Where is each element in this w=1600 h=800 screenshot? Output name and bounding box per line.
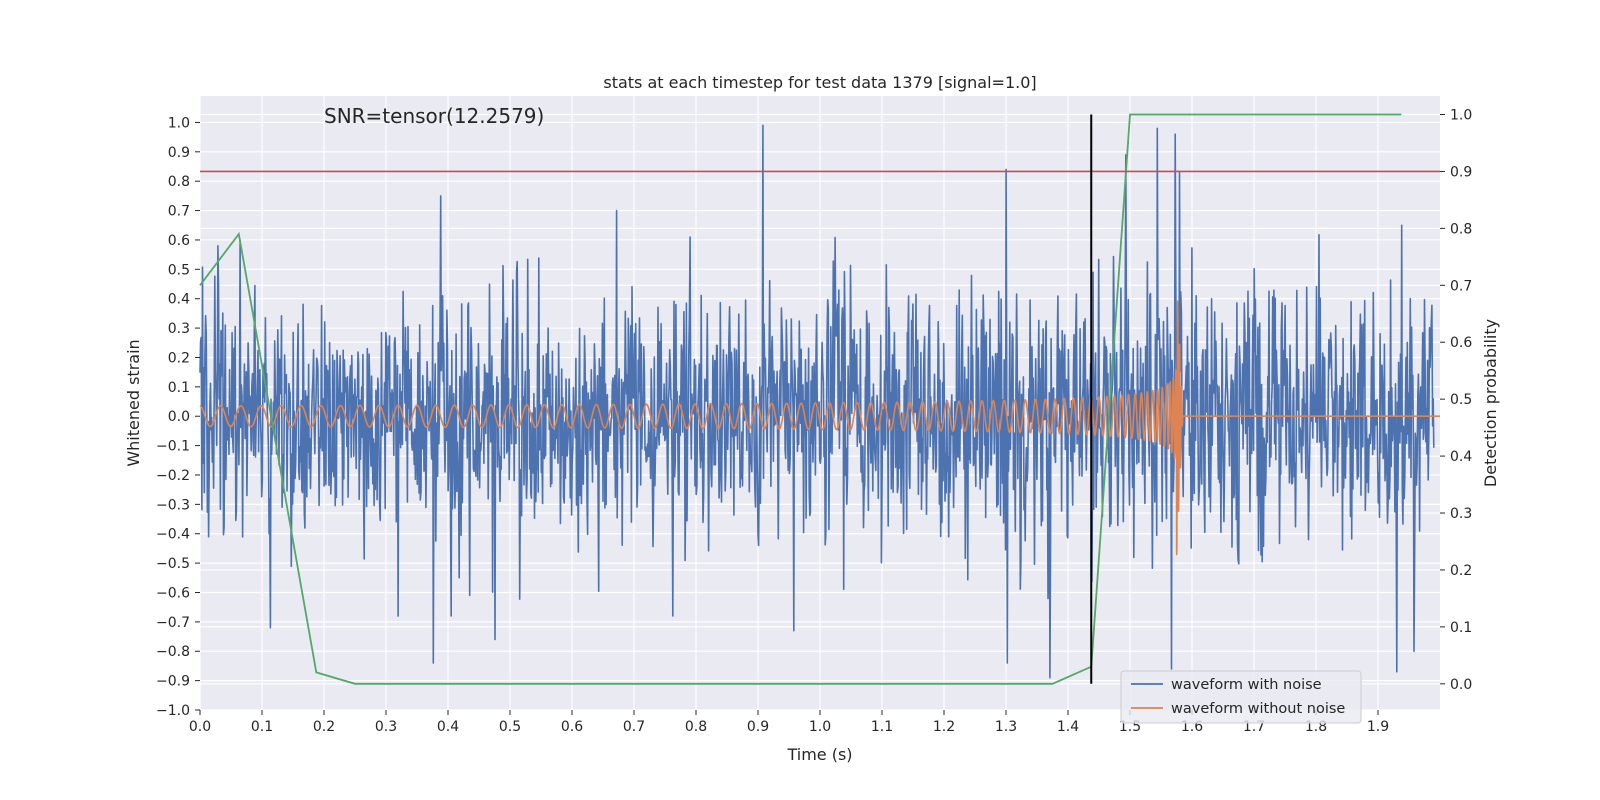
clean-waveform-line — [199, 300, 1441, 556]
x-tick-label: 0.7 — [623, 719, 645, 735]
y2-tick-label: 0.4 — [1450, 449, 1472, 465]
y-tick-label: 0.6 — [168, 233, 190, 249]
y2-tick-label: 0.0 — [1450, 677, 1472, 693]
x-tick-label: 0.2 — [313, 719, 335, 735]
x-tick-label: 0.4 — [437, 719, 459, 735]
y2-tick-label: 0.8 — [1450, 221, 1472, 237]
y-tick-label: −0.4 — [156, 527, 190, 543]
x-tick-label: 0.8 — [685, 719, 707, 735]
y-tick-label: 0.7 — [168, 204, 190, 220]
x-tick-label: 1.4 — [1057, 719, 1079, 735]
y-tick-label: −0.6 — [156, 585, 190, 601]
x-tick-label: 0.1 — [251, 719, 273, 735]
y-tick-label: −1.0 — [156, 703, 190, 719]
grid-lines — [199, 96, 1440, 711]
y-tick-label: −0.9 — [156, 674, 190, 690]
y-tick-label: 0.8 — [168, 174, 190, 190]
y-tick-label: −0.1 — [156, 439, 190, 455]
y-tick-label: 0.2 — [168, 350, 190, 366]
axes: 0.0 0.1 0.2 0.3 0.4 0.5 0.6 0.7 0.8 0.9 1.0 1.1 1.2 1… — [156, 108, 1472, 735]
y2-tick-label: 0.6 — [1450, 335, 1472, 351]
y2-tick-label: 0.5 — [1450, 392, 1472, 408]
y-tick-label: −0.8 — [156, 644, 190, 660]
x-tick-label: 0.6 — [561, 719, 583, 735]
y-tick-label: −0.5 — [156, 556, 190, 572]
y-tick-label: 0.0 — [168, 409, 190, 425]
y-axis-label: Whitened strain — [124, 339, 143, 466]
y-tick-label: 0.3 — [168, 321, 190, 337]
y2-tick-label: 0.3 — [1450, 506, 1472, 522]
y-tick-label: 0.4 — [168, 292, 190, 308]
legend-label-noisy: waveform with noise — [1171, 677, 1322, 693]
plot-area — [199, 113, 1441, 685]
y-tick-label: 0.1 — [168, 380, 190, 396]
legend-label-clean: waveform without noise — [1171, 701, 1345, 717]
y-tick-label: −0.2 — [156, 468, 190, 484]
x-tick-label: 1.2 — [933, 719, 955, 735]
y2-axis-label: Detection probability — [1481, 319, 1500, 487]
x-tick-label: 1.0 — [809, 719, 831, 735]
y2-tick-label: 0.7 — [1450, 278, 1472, 294]
x-axis-label: Time (s) — [786, 745, 852, 764]
noisy-waveform-line — [199, 124, 1435, 679]
x-tick-label: 1.3 — [995, 719, 1017, 735]
y-tick-label: 0.5 — [168, 262, 190, 278]
y2-tick-label: 0.1 — [1450, 620, 1472, 636]
x-tick-label: 0.0 — [189, 719, 211, 735]
x-tick-label: 0.9 — [747, 719, 769, 735]
detection-probability-line — [199, 113, 1402, 685]
y-tick-label: 0.9 — [168, 145, 190, 161]
y-tick-label: −0.7 — [156, 615, 190, 631]
y2-tick-label: 1.0 — [1450, 108, 1472, 124]
y2-tick-label: 0.9 — [1450, 164, 1472, 180]
chart-title: stats at each timestep for test data 137… — [603, 73, 1036, 92]
legend-box — [1120, 670, 1362, 724]
x-tick-label: 0.5 — [499, 719, 521, 735]
y-tick-label: −0.3 — [156, 497, 190, 513]
x-tick-label: 1.9 — [1367, 719, 1389, 735]
y2-tick-label: 0.2 — [1450, 563, 1472, 579]
snr-annotation: SNR=tensor(12.2579) — [324, 104, 544, 128]
y-tick-label: 1.0 — [168, 115, 190, 131]
x-tick-label: 0.3 — [375, 719, 397, 735]
legend: waveform with noise waveform without noi… — [1120, 670, 1362, 724]
x-tick-label: 1.1 — [871, 719, 893, 735]
